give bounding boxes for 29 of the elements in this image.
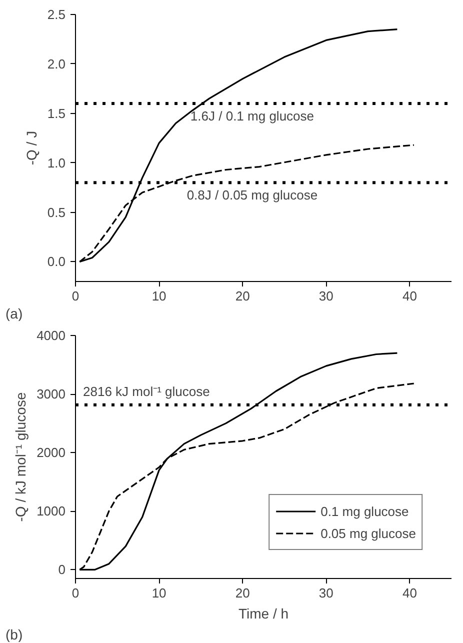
y-tick-label: 2.0	[47, 56, 66, 72]
x-tick-label: 20	[235, 586, 250, 600]
y-axis-title: -Q / kJ mol⁻¹ glucose	[12, 392, 29, 522]
y-axis-title: -Q / J	[23, 130, 40, 166]
y-tick-label: 1000	[36, 504, 66, 519]
y-tick-label: 4000	[36, 328, 66, 343]
y-tick-label: 1.0	[47, 155, 66, 170]
y-tick-label: 2000	[36, 445, 66, 460]
x-tick-label: 20	[235, 288, 250, 304]
x-tick-label: 0	[72, 586, 80, 600]
x-tick-label: 10	[152, 288, 166, 304]
x-tick-label: 30	[318, 586, 334, 600]
x-tick-label: 0	[72, 288, 80, 304]
y-tick-label: 0.0	[47, 254, 66, 270]
ref-line-label: 1.6J / 0.1 mg glucose	[190, 108, 314, 124]
y-tick-label: 0.5	[47, 204, 66, 220]
ref-line-label: 0.8J / 0.05 mg glucose	[186, 188, 318, 203]
x-tick-label: 10	[152, 586, 166, 600]
x-tick-label: 30	[318, 288, 334, 304]
x-axis-title: Time / h	[238, 606, 289, 622]
ref-line-label: 2816 kJ mol⁻¹ glucose	[83, 384, 210, 399]
y-tick-label: 3000	[36, 386, 66, 402]
y-tick-label: 0	[58, 562, 66, 578]
x-tick-label: 40	[402, 288, 417, 304]
legend-label: 0.1 mg glucose	[320, 504, 409, 518]
x-tick-label: 40	[402, 586, 417, 600]
y-tick-label: 1.5	[47, 106, 66, 121]
y-tick-label: 2.5	[47, 7, 66, 22]
legend-label: 0.05 mg glucose	[320, 526, 416, 540]
